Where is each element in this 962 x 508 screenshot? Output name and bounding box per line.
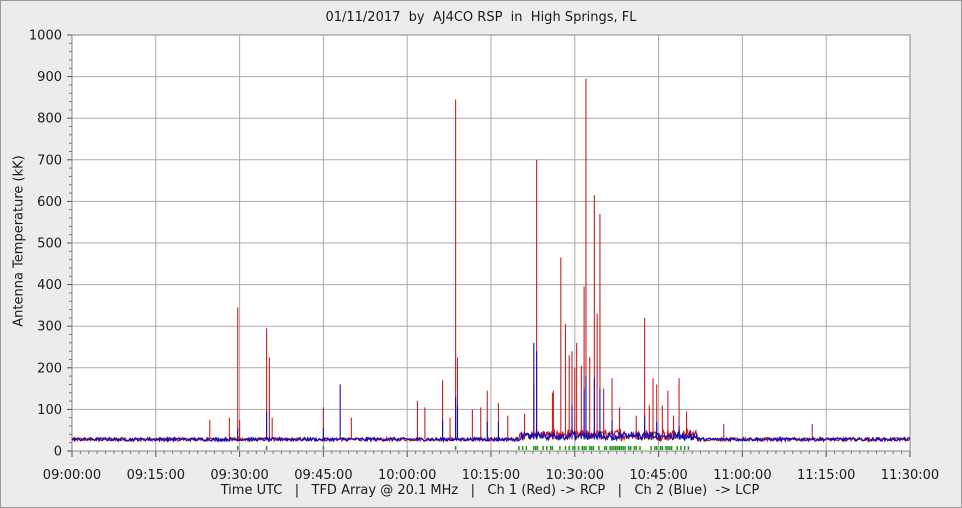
x-tick-label: 11:30:00 (881, 468, 939, 483)
x-tick-label: 10:45:00 (629, 468, 687, 483)
y-tick-label: 0 (54, 445, 62, 460)
series-baseline (71, 429, 911, 444)
y-axis-ticks: 0 100 200 300 400 500 600 700 800 900 1000 (29, 29, 72, 460)
y-tick-label: 600 (37, 195, 62, 210)
y-tick-label: 100 (37, 403, 62, 418)
activity-markers (236, 446, 690, 450)
y-tick-label: 1000 (29, 29, 62, 44)
x-tick-label: 09:45:00 (294, 468, 352, 483)
series-baseline (71, 427, 911, 444)
y-tick-label: 200 (37, 361, 62, 376)
series-ch1-rcp (71, 78, 911, 444)
x-tick-label: 10:00:00 (378, 468, 436, 483)
x-tick-label: 10:30:00 (546, 468, 604, 483)
x-axis-ticks: 09:00:00 09:15:00 09:30:00 09:45:00 10:00:00… (43, 451, 939, 483)
y-tick-label: 500 (37, 237, 62, 252)
y-tick-label: 800 (37, 112, 62, 127)
series-group (71, 78, 911, 444)
y-tick-label: 400 (37, 278, 62, 293)
y-tick-label: 300 (37, 320, 62, 335)
x-axis-label: Time UTC | TFD Array @ 20.1 MHz | Ch 1 (… (220, 483, 760, 498)
x-tick-label: 09:00:00 (43, 468, 101, 483)
x-tick-label: 09:15:00 (127, 468, 185, 483)
minor-ticks (69, 42, 903, 454)
x-tick-label: 11:00:00 (713, 468, 771, 483)
chart-title: 01/11/2017 by AJ4CO RSP in High Springs,… (325, 10, 637, 25)
y-axis-label: Antenna Temperature (kK) (11, 155, 27, 327)
grid-lines (72, 35, 910, 451)
series-ch2-lcp (71, 342, 911, 444)
y-tick-label: 700 (37, 153, 62, 168)
x-tick-label: 10:15:00 (462, 468, 520, 483)
x-tick-label: 09:30:00 (210, 468, 268, 483)
x-tick-label: 11:15:00 (797, 468, 855, 483)
y-tick-label: 900 (37, 70, 62, 85)
